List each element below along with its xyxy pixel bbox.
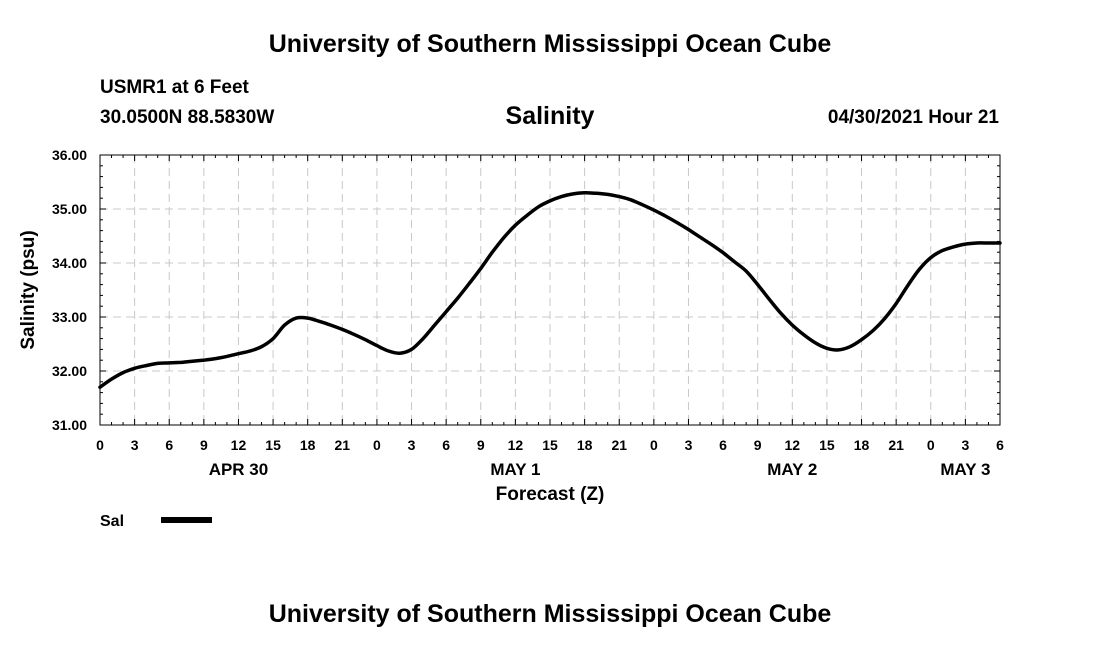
y-tick-label: 35.00 bbox=[52, 201, 87, 217]
day-label: MAY 3 bbox=[940, 460, 990, 479]
x-tick-label: 0 bbox=[650, 437, 658, 453]
x-tick-label: 9 bbox=[477, 437, 485, 453]
x-tick-label: 12 bbox=[785, 437, 801, 453]
x-tick-label: 21 bbox=[888, 437, 904, 453]
day-label: MAY 2 bbox=[767, 460, 817, 479]
y-tick-label: 33.00 bbox=[52, 309, 87, 325]
x-tick-label: 15 bbox=[819, 437, 835, 453]
x-tick-label: 3 bbox=[961, 437, 969, 453]
x-tick-label: 18 bbox=[854, 437, 870, 453]
datetime-label: 04/30/2021 Hour 21 bbox=[827, 107, 999, 128]
x-tick-label: 6 bbox=[719, 437, 727, 453]
x-tick-label: 3 bbox=[685, 437, 693, 453]
x-tick-label: 0 bbox=[96, 437, 104, 453]
legend-label-sal: Sal bbox=[100, 513, 124, 530]
station-label: USMR1 at 6 Feet bbox=[100, 77, 249, 98]
x-tick-label: 12 bbox=[508, 437, 524, 453]
x-tick-label: 21 bbox=[611, 437, 627, 453]
y-tick-label: 34.00 bbox=[52, 255, 87, 271]
x-tick-label: 21 bbox=[335, 437, 351, 453]
x-tick-label: 6 bbox=[165, 437, 173, 453]
location-label: 30.0500N 88.5830W bbox=[100, 107, 275, 128]
x-tick-label: 3 bbox=[131, 437, 139, 453]
day-label: MAY 1 bbox=[490, 460, 540, 479]
axis-ticks: 0 3 6 9 12 15 18 21 0 3 6 9 12 15 18 21 0 3 6 9 12 15 18 21 0 3 6 3… bbox=[52, 147, 1004, 479]
y-tick-label: 31.00 bbox=[52, 417, 87, 433]
x-tick-label: 18 bbox=[300, 437, 316, 453]
x-tick-label: 0 bbox=[373, 437, 381, 453]
x-tick-label: 12 bbox=[231, 437, 247, 453]
page-title: University of Southern Mississippi Ocean… bbox=[268, 30, 832, 58]
legend: Sal bbox=[100, 513, 212, 530]
x-tick-label: 15 bbox=[265, 437, 281, 453]
y-tick-label: 36.00 bbox=[52, 147, 87, 163]
x-tick-label: 9 bbox=[754, 437, 762, 453]
y-axis-label: Salinity (psu) bbox=[18, 230, 39, 349]
x-tick-label: 6 bbox=[442, 437, 450, 453]
x-axis-label: Forecast (Z) bbox=[496, 484, 605, 505]
x-tick-label: 15 bbox=[542, 437, 558, 453]
x-tick-label: 18 bbox=[577, 437, 593, 453]
legend-swatch-sal bbox=[161, 517, 212, 523]
x-tick-label: 0 bbox=[927, 437, 935, 453]
grid-lines bbox=[100, 155, 1000, 425]
footer-title: University of Southern Mississippi Ocean… bbox=[268, 600, 832, 628]
x-tick-label: 6 bbox=[996, 437, 1004, 453]
x-tick-label: 3 bbox=[408, 437, 416, 453]
x-tick-label: 9 bbox=[200, 437, 208, 453]
series-line-sal bbox=[98, 191, 1002, 389]
chart-title: Salinity bbox=[506, 102, 595, 130]
y-tick-label: 32.00 bbox=[52, 363, 87, 379]
day-label: APR 30 bbox=[209, 460, 269, 479]
